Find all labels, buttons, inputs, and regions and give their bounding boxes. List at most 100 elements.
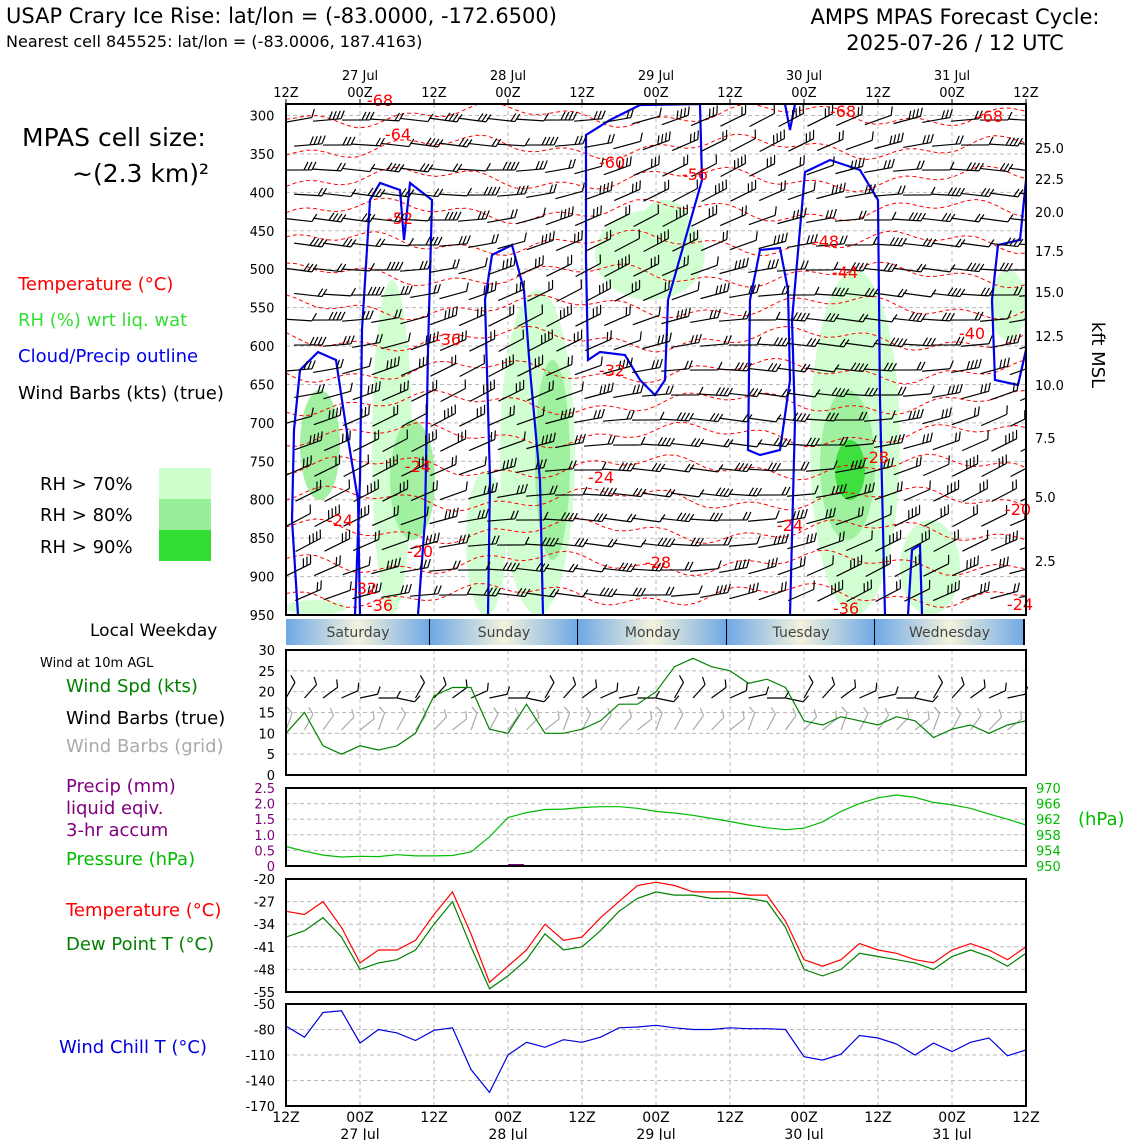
wind-barb bbox=[864, 158, 895, 174]
wind-barb bbox=[700, 230, 728, 252]
rh-region bbox=[990, 270, 1026, 340]
wind-barb-flag bbox=[638, 229, 640, 239]
wind-barb-flag bbox=[1013, 334, 1017, 344]
wind-barb-flag bbox=[622, 462, 629, 471]
wind-barb bbox=[1019, 192, 1026, 198]
wind-barb bbox=[787, 181, 816, 201]
wind-barb bbox=[410, 137, 444, 148]
wind-barb-flag bbox=[436, 331, 439, 341]
forecast-cycle-line2: 2025-07-26 / 12 UTC bbox=[846, 31, 1064, 55]
kft-tick-label: 22.5 bbox=[1035, 173, 1064, 188]
wind-barb bbox=[429, 112, 463, 123]
wind-barb-flag bbox=[854, 159, 858, 169]
wind-barb-flag bbox=[745, 205, 747, 215]
wind-barb-flag bbox=[945, 312, 951, 321]
wind-barb bbox=[990, 530, 1018, 552]
wind-barb bbox=[399, 260, 432, 272]
wind-barb bbox=[516, 406, 545, 426]
wind-barb-flag bbox=[393, 406, 395, 416]
wind-barb bbox=[400, 307, 430, 325]
true-wind-barb-shaft bbox=[452, 686, 468, 699]
wind-barb-flag bbox=[309, 435, 312, 445]
bottom-time-label: 12Z bbox=[420, 1110, 447, 1126]
grid-wind-barb-flag bbox=[628, 709, 633, 718]
wind-barb bbox=[671, 437, 705, 448]
wind-barb-flag bbox=[959, 135, 964, 145]
wind-barb-shaft bbox=[381, 192, 409, 198]
wind-barb bbox=[922, 407, 952, 425]
wind-barb bbox=[468, 233, 499, 249]
wind-barb bbox=[748, 557, 778, 575]
weekday-cell bbox=[727, 619, 875, 645]
true-wind-barb-shaft bbox=[655, 697, 674, 703]
wind-barb bbox=[777, 155, 805, 177]
wind-barb-flag bbox=[966, 560, 968, 570]
wind-barb-shaft bbox=[399, 268, 429, 272]
wind-barb-shaft bbox=[787, 392, 815, 398]
wind-barb-flag bbox=[425, 454, 428, 464]
wind-barb-flag bbox=[804, 461, 810, 471]
wind-barb bbox=[517, 354, 544, 377]
wind-barb-shaft bbox=[787, 342, 815, 348]
wind-barb-shaft bbox=[467, 543, 497, 547]
wind-barb-flag bbox=[374, 382, 378, 392]
wind-barb-flag bbox=[955, 135, 960, 145]
wind-barb-flag bbox=[951, 385, 956, 395]
grid-wind-barb bbox=[303, 706, 314, 731]
wind-barb bbox=[749, 104, 775, 128]
wind-barb-shaft bbox=[469, 387, 495, 403]
wind-barb-flag bbox=[524, 483, 528, 493]
true-wind-barb-flag bbox=[616, 682, 619, 691]
wind-barb-shaft bbox=[991, 438, 1017, 452]
wind-barb-shaft bbox=[342, 217, 370, 223]
wind-barb bbox=[671, 333, 702, 349]
wind-barb-flag bbox=[717, 512, 723, 522]
bottom-date-label: 27 Jul bbox=[340, 1127, 379, 1140]
wind-barb bbox=[873, 386, 907, 396]
top-time-label: 12Z bbox=[569, 86, 595, 101]
wind-barb-flag bbox=[481, 210, 486, 220]
grid-wind-barb bbox=[637, 710, 653, 731]
wind-barb-flag bbox=[659, 411, 665, 421]
wind-barb-flag bbox=[539, 160, 544, 170]
wind-barb-flag bbox=[734, 362, 741, 371]
wind-barb bbox=[933, 479, 960, 502]
wind-barb-flag bbox=[484, 257, 488, 267]
wind-barb-shaft bbox=[806, 164, 834, 176]
weekday-name: Sunday bbox=[478, 625, 530, 641]
wind-barb-flag bbox=[657, 335, 661, 345]
wind-barb bbox=[613, 180, 641, 202]
wind-barb-shaft bbox=[777, 564, 805, 576]
wind-barb-flag bbox=[715, 387, 722, 396]
wind-barb-shaft bbox=[836, 563, 862, 577]
wind-barb bbox=[371, 557, 401, 575]
wind-barb-shaft bbox=[604, 262, 630, 278]
wind-barb bbox=[729, 387, 763, 398]
true-wind-barb bbox=[655, 695, 680, 703]
wind-barb-shaft bbox=[787, 241, 815, 249]
wind-barb-flag bbox=[629, 156, 632, 166]
wind-barb bbox=[951, 406, 980, 426]
wind-barb bbox=[312, 162, 346, 172]
true-wind-barb bbox=[673, 675, 685, 699]
wind-barb-flag bbox=[650, 258, 653, 268]
wind-barb-shaft bbox=[323, 390, 351, 400]
wind-barb-shaft bbox=[488, 362, 514, 378]
wind-barb-flag bbox=[883, 262, 890, 271]
grid-wind-barb-flag bbox=[400, 706, 406, 715]
grid-wind-barb bbox=[822, 710, 838, 731]
wind-barb-flag bbox=[393, 456, 395, 466]
wind-barb bbox=[342, 556, 371, 576]
wind-barb-flag bbox=[799, 157, 802, 167]
wind-barb-shaft bbox=[758, 240, 786, 250]
wind-barb-flag bbox=[857, 507, 861, 517]
wind-barb bbox=[689, 361, 723, 371]
wind-barb-shaft bbox=[641, 443, 671, 447]
wind-barb-flag bbox=[367, 286, 373, 296]
wind-barb-shaft bbox=[602, 418, 632, 422]
grid-wind-barb-flag bbox=[493, 706, 499, 715]
wind-barb-flag bbox=[390, 163, 397, 172]
wind-barb-flag bbox=[810, 533, 814, 543]
wind-barb-flag bbox=[893, 337, 900, 346]
wind-barb-shaft bbox=[902, 343, 932, 347]
